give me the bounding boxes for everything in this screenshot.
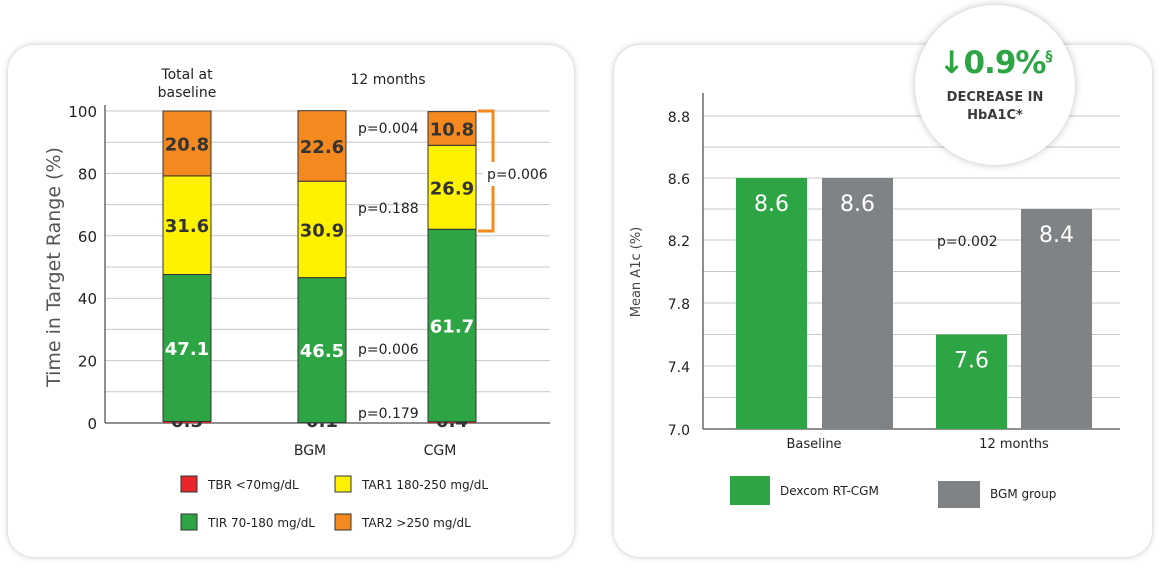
group-label-baseline-1: Total at	[160, 67, 213, 83]
y-tick-label: 100	[68, 103, 97, 121]
data-label: 8.6	[840, 192, 875, 217]
data-label: 26.9	[430, 178, 474, 199]
y-tick-label: 8.2	[668, 234, 690, 250]
y-axis-label: Mean A1c (%)	[629, 227, 644, 318]
bracket-label-bg	[483, 162, 551, 186]
y-tick-label: 8.8	[668, 110, 690, 126]
legend-swatch	[730, 476, 770, 505]
badge-superscript: §	[1045, 49, 1052, 65]
y-tick-label: 7.8	[668, 297, 690, 313]
p-value-annotation: p=0.179	[358, 406, 419, 422]
data-label: 22.6	[300, 137, 344, 158]
bar-segment	[427, 228, 477, 423]
data-label: 47.1	[165, 339, 209, 360]
data-label: 8.6	[754, 192, 789, 217]
x-tick-label: CGM	[424, 443, 457, 459]
tir-chart-card	[8, 45, 574, 557]
legend-label: BGM group	[990, 487, 1056, 501]
bar	[1021, 209, 1092, 429]
badge-line2: HbA1C*	[967, 108, 1023, 123]
y-axis-label: Time in Target Range (%)	[43, 147, 65, 388]
y-tick-label: 40	[78, 290, 97, 308]
y-tick-label: 80	[78, 165, 97, 183]
bar	[936, 334, 1007, 429]
legend-label: TIR 70-180 mg/dL	[207, 516, 315, 530]
bar-segment	[297, 110, 347, 182]
x-tick-label: 12 months	[979, 437, 1049, 452]
legend-swatch	[334, 513, 352, 531]
bracket-p-value: p=0.006	[487, 167, 548, 183]
p-value-annotation: p=0.004	[358, 121, 419, 137]
hba1c-decrease-badge: ↓0.9%§ DECREASE IN HbA1C*	[915, 5, 1075, 165]
data-label: 8.4	[1039, 223, 1074, 248]
legend-label: Dexcom RT-CGM	[780, 484, 879, 498]
y-tick-label: 0	[87, 415, 97, 433]
y-tick-label: 8.6	[668, 172, 690, 188]
group-label-12-months: 12 months	[351, 72, 426, 88]
bar-segment	[297, 277, 347, 424]
p-value-annotation: p=0.006	[358, 342, 419, 358]
x-tick-label: Baseline	[786, 437, 841, 452]
group-label-baseline-2: baseline	[158, 85, 217, 101]
legend-label: TAR1 180-250 mg/dL	[361, 478, 488, 492]
data-label: 46.5	[300, 341, 344, 362]
bar-segment	[297, 180, 347, 279]
x-tick-label: BGM	[294, 443, 326, 459]
data-label: 61.7	[430, 317, 474, 338]
badge-value: ↓0.9%	[938, 45, 1047, 81]
p-value-annotation: p=0.002	[937, 234, 998, 250]
data-label: 10.8	[430, 119, 474, 140]
data-label: 7.6	[954, 349, 989, 374]
bar-segment	[162, 110, 212, 177]
legend-swatch	[180, 513, 198, 531]
data-label: 30.9	[300, 220, 344, 241]
legend-swatch	[334, 475, 352, 493]
data-label: 20.8	[165, 134, 209, 155]
data-label: 31.6	[165, 216, 209, 237]
y-tick-label: 7.0	[668, 423, 690, 439]
badge-line1: DECREASE IN	[946, 90, 1044, 105]
y-tick-label: 7.4	[668, 360, 690, 376]
legend-swatch	[938, 481, 980, 508]
bar	[822, 178, 893, 429]
legend-swatch	[180, 475, 198, 493]
bar-segment	[427, 111, 477, 146]
y-tick-label: 60	[78, 228, 97, 246]
legend-label: TBR <70mg/dL	[207, 478, 299, 492]
bar	[736, 178, 807, 429]
p-value-annotation: p=0.188	[358, 201, 419, 217]
legend-label: TAR2 >250 mg/dL	[361, 516, 471, 530]
y-tick-label: 20	[78, 353, 97, 371]
bar-segment	[162, 273, 212, 422]
